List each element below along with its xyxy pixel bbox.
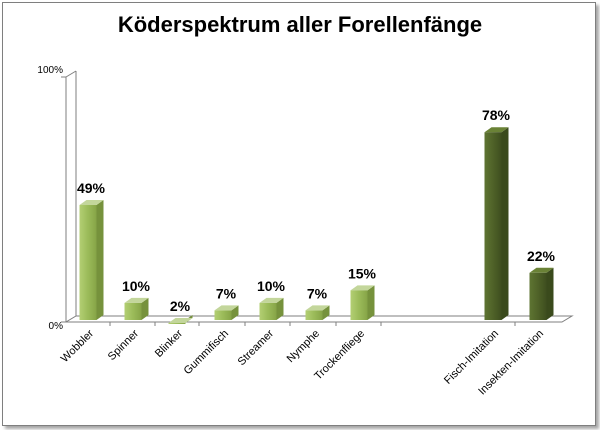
- data-label: 49%: [77, 180, 106, 196]
- labels: 100% 0% 49% Wobbler 10% Spinner 2% Blinker 7% Gum…: [37, 65, 555, 398]
- data-label: 78%: [482, 107, 511, 123]
- bar: [79, 200, 104, 320]
- bar-front: [79, 205, 97, 320]
- bar-top: [350, 285, 375, 291]
- bar-top: [124, 297, 149, 303]
- chart-title: Köderspektrum aller Forellenfänge: [117, 12, 483, 37]
- bar-top: [259, 297, 284, 303]
- category-label: Blinker: [153, 327, 185, 359]
- bar: [124, 297, 149, 320]
- bar: [350, 285, 375, 320]
- data-label: 7%: [307, 285, 328, 301]
- data-label: 2%: [170, 298, 191, 314]
- category-label: Gummifisch: [182, 328, 232, 378]
- bar-top: [305, 305, 330, 311]
- bar-top: [79, 200, 104, 206]
- bar-side: [367, 285, 375, 320]
- bar: [214, 305, 239, 320]
- data-label: 10%: [122, 278, 151, 294]
- bar-front: [529, 272, 547, 320]
- bar-side: [322, 305, 330, 320]
- bar-front: [484, 132, 502, 320]
- y-axis-top-connector: [65, 70, 77, 78]
- data-label: 22%: [527, 248, 556, 264]
- bar-side: [96, 200, 104, 320]
- data-label: 7%: [216, 285, 237, 301]
- bar-front: [214, 310, 232, 320]
- bars: [79, 127, 554, 324]
- category-label: Wobbler: [59, 327, 97, 365]
- y-tick-label-0: 0%: [49, 321, 64, 332]
- category-label: Nymphe: [285, 328, 322, 365]
- data-label: 15%: [348, 265, 377, 281]
- bar: [168, 315, 193, 324]
- category-label: Spinner: [106, 327, 142, 363]
- bar-front: [305, 310, 323, 320]
- bar-side: [276, 297, 284, 320]
- bar-top: [168, 317, 193, 323]
- bar-side: [141, 297, 149, 320]
- bar: [259, 297, 284, 320]
- bar-front: [350, 290, 368, 320]
- bar-side: [501, 127, 509, 320]
- data-label: 10%: [257, 278, 286, 294]
- bar-top: [529, 267, 554, 273]
- bar-top: [484, 127, 509, 133]
- bar-front: [124, 302, 142, 320]
- bar-top: [214, 305, 239, 311]
- y-tick-label-100: 100%: [37, 65, 63, 76]
- bar: [484, 127, 509, 320]
- bar-front: [259, 302, 277, 320]
- bar: [529, 267, 554, 320]
- bar-side: [546, 267, 554, 320]
- bar-front: [168, 322, 186, 324]
- category-label: Streamer: [236, 327, 277, 368]
- bar-side: [231, 305, 239, 320]
- bar: [305, 305, 330, 320]
